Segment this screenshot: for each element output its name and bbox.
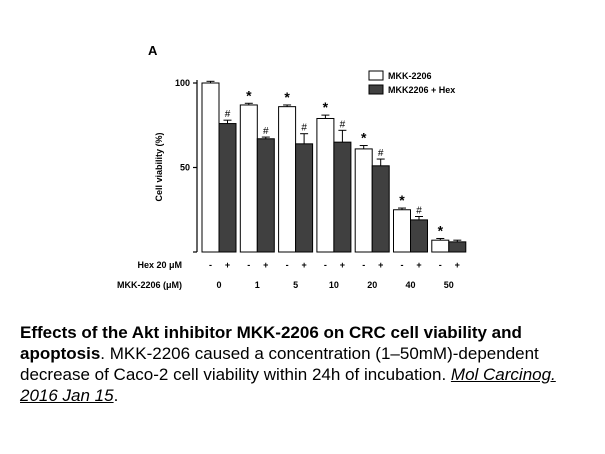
legend-label: MKK2206 + Hex [388,85,455,95]
significance-hash: # [340,119,346,130]
significance-star: * [284,89,290,105]
caption-title: Effects of the Akt inhibitor MKK-2206 on… [20,323,522,363]
x-category-label: 10 [329,280,339,290]
bar-mkk-hex [218,123,237,253]
hex-sign: + [263,260,268,270]
x-category-label: 40 [405,280,415,290]
significance-hash: # [263,126,269,137]
bar-mkk [201,82,220,253]
hex-sign: - [286,260,289,270]
caption-body: . MKK-2206 caused a concentration (1–50m… [20,344,539,384]
hex-sign: + [378,260,383,270]
x-category-label: 20 [367,280,377,290]
y-tick-label: 50 [180,163,190,173]
bar-mkk-hex [410,219,428,253]
significance-star: * [399,192,405,208]
significance-hash: # [301,123,307,134]
x-category-label: 0 [216,280,221,290]
significance-hash: # [378,148,384,159]
x-category-label: 1 [255,280,260,290]
hex-sign: + [225,260,230,270]
significance-star: * [246,87,252,103]
bar-mkk [354,148,373,253]
hex-sign: + [416,260,421,270]
citation-link[interactable]: Mol Carcinog. 2016 Jan 15 [20,365,556,405]
bar-mkk [239,104,258,253]
hex-sign: + [340,260,345,270]
significance-star: * [361,130,367,146]
hex-sign: - [324,260,327,270]
y-axis-label: Cell viability (%) [154,132,164,201]
hex-sign: - [362,260,365,270]
significance-star: * [438,222,444,238]
mkk-row-label: MKK-2206 (μM) [117,280,182,290]
legend-label: MKK-2206 [388,71,432,81]
bar-mkk-hex [256,138,275,253]
hex-sign: - [439,260,442,270]
significance-hash: # [416,206,422,217]
hex-sign: + [301,260,306,270]
figure-caption: Effects of the Akt inhibitor MKK-2206 on… [20,322,595,406]
x-category-label: 50 [444,280,454,290]
bar-mkk-hex [333,141,352,253]
bar-mkk [278,106,297,253]
significance-star: * [323,99,329,115]
hex-sign: + [455,260,460,270]
bar-mkk [393,209,411,253]
hex-sign: - [209,260,212,270]
legend-swatch [368,70,384,81]
significance-hash: # [225,109,231,120]
bar-mkk-hex [448,241,467,253]
bar-mkk [431,239,450,253]
bar-mkk-hex [295,143,314,253]
hex-sign: - [401,260,404,270]
bar-mkk [316,117,335,253]
panel-label: A [148,43,158,58]
caption-end: . [113,386,119,405]
hex-row-label: Hex 20 μM [137,260,182,270]
hex-sign: - [247,260,250,270]
x-category-label: 5 [293,280,298,290]
y-tick-label: 100 [175,78,190,88]
legend-swatch [368,84,384,95]
bar-mkk-hex [371,165,390,253]
